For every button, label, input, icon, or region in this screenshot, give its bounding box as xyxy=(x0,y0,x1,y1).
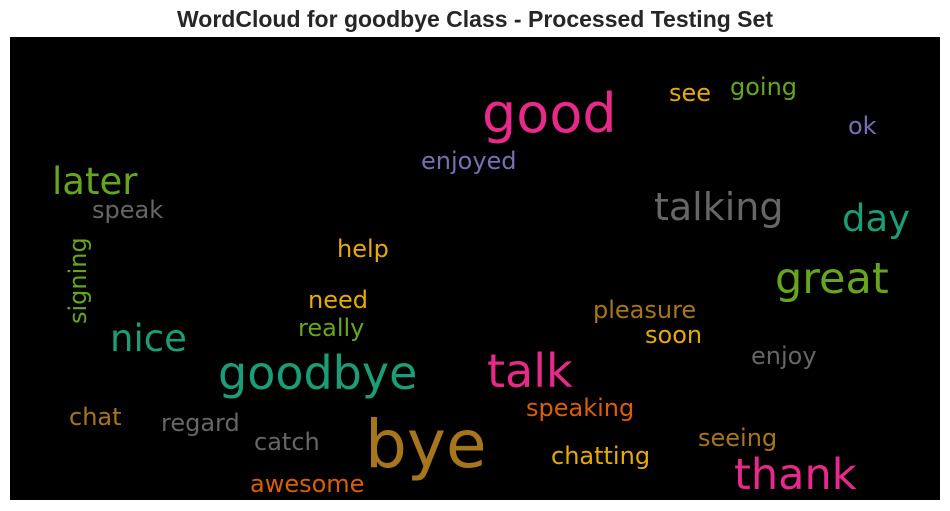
word-thank: thank xyxy=(734,450,857,500)
word-enjoyed: enjoyed xyxy=(421,147,517,175)
word-see: see xyxy=(669,79,711,107)
word-enjoy: enjoy xyxy=(751,342,817,370)
word-help: help xyxy=(337,235,389,263)
chart-title: WordCloud for goodbye Class - Processed … xyxy=(177,6,773,32)
word-ok: ok xyxy=(848,112,877,140)
word-need: need xyxy=(308,286,368,314)
word-chatting: chatting xyxy=(551,442,650,470)
word-really: really xyxy=(298,314,364,342)
wordcloud-svg: bye good goodbye talk thank great talking later… xyxy=(52,73,910,500)
word-talking: talking xyxy=(654,185,784,229)
word-good: good xyxy=(482,82,617,145)
word-speaking: speaking xyxy=(526,394,634,422)
word-chat: chat xyxy=(69,403,122,431)
word-later: later xyxy=(52,160,138,203)
word-speak: speak xyxy=(92,196,163,224)
word-catch: catch xyxy=(254,428,320,456)
word-day: day xyxy=(842,197,910,240)
word-regard: regard xyxy=(161,409,240,437)
word-talk: talk xyxy=(487,344,573,398)
word-bye: bye xyxy=(365,406,487,483)
wordcloud-canvas: bye good goodbye talk thank great talking later… xyxy=(10,37,940,500)
word-signing: signing xyxy=(64,237,92,324)
word-seeing: seeing xyxy=(698,424,777,452)
word-pleasure: pleasure xyxy=(593,296,696,324)
word-nice: nice xyxy=(110,317,187,360)
word-soon: soon xyxy=(645,321,702,349)
word-going: going xyxy=(730,73,797,101)
word-awesome: awesome xyxy=(250,470,364,498)
word-great: great xyxy=(775,254,889,304)
word-goodbye: goodbye xyxy=(218,346,417,400)
